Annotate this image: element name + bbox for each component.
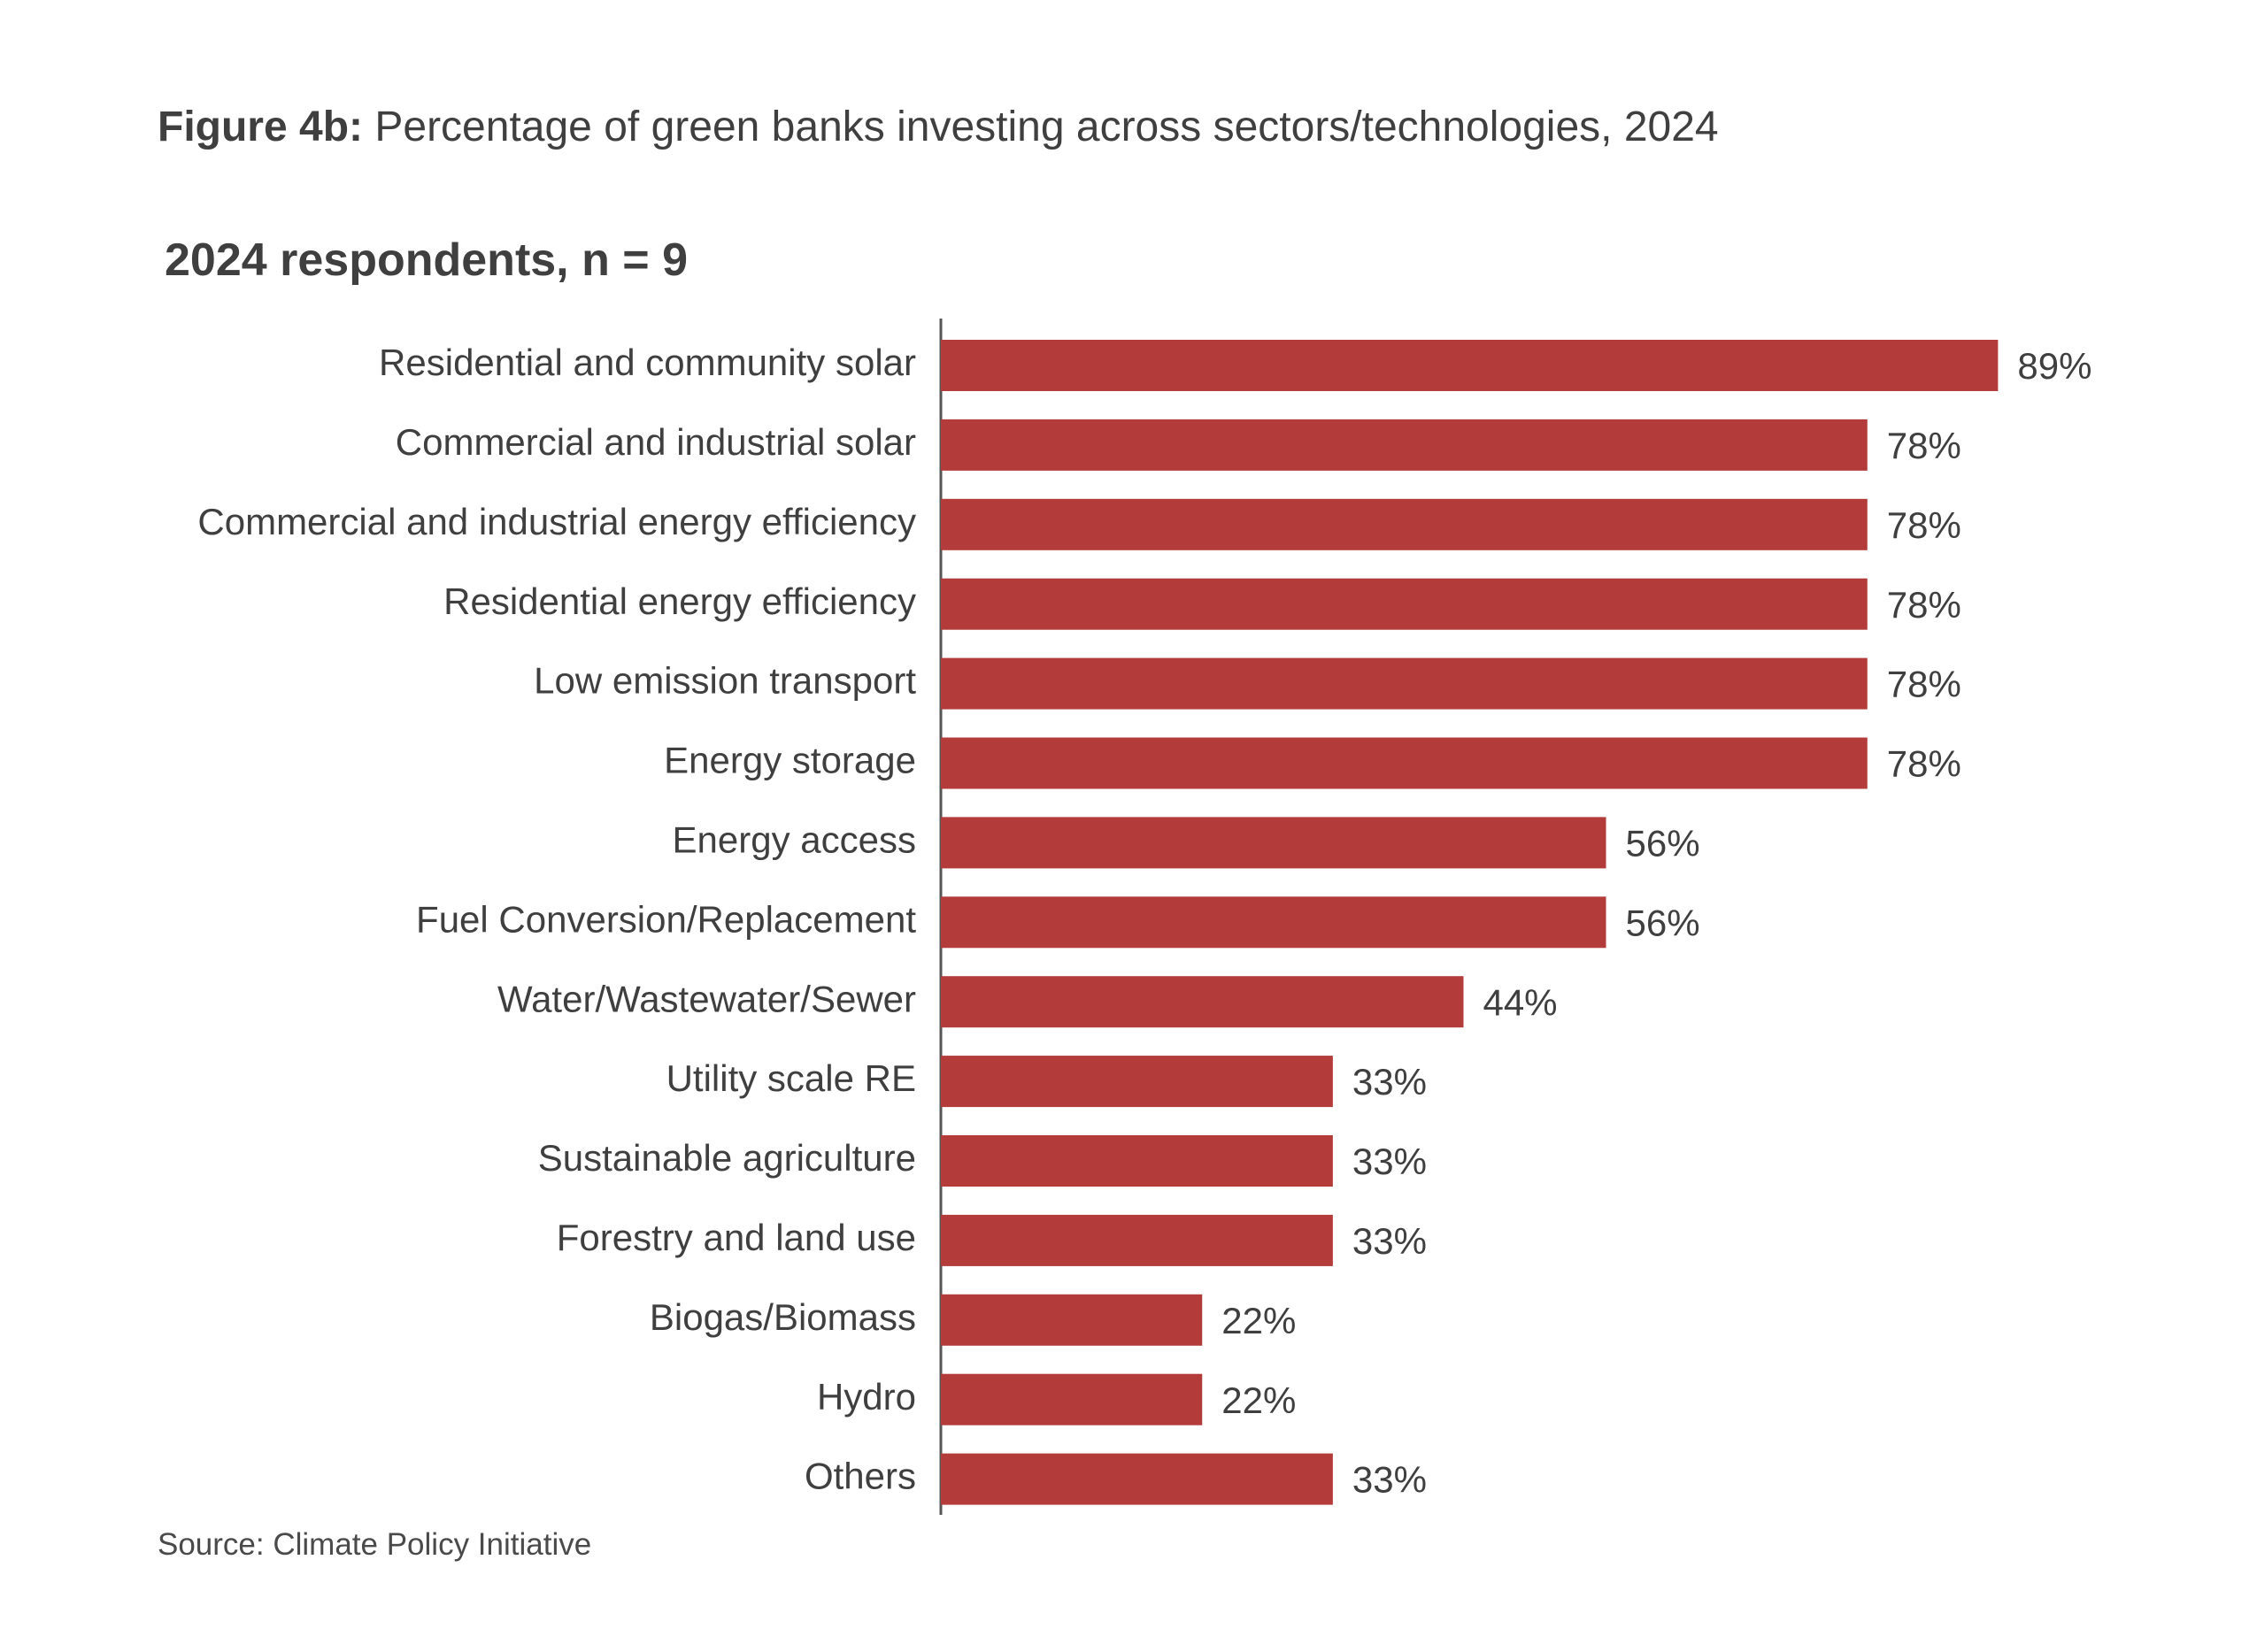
bar [941,1056,1333,1108]
data-label: 78% [1887,664,1961,705]
bar [941,976,1464,1028]
bar [941,1294,1203,1346]
category-label: Forestry and land use [557,1217,916,1258]
bar [941,657,1868,710]
category-label: Others [805,1456,916,1497]
category-label: Water/Wastewater/Sewer [497,978,916,1019]
bar [941,578,1868,630]
bar [941,737,1868,789]
data-label: 22% [1221,1379,1296,1421]
category-label: Low emission transport [534,660,916,702]
data-label: 56% [1626,902,1700,943]
category-label: Fuel Conversion/Replacement [416,898,916,940]
data-label: 78% [1887,743,1961,785]
chart-subtitle: 2024 respondents, n = 9 [165,234,689,286]
bar [941,896,1606,949]
category-label: Hydro [817,1376,916,1418]
category-label: Commercial and industrial solar [396,421,916,463]
category-label: Biogas/Biomass [650,1296,916,1338]
bar [941,817,1606,869]
bar [941,340,1999,391]
data-label: 56% [1626,822,1700,864]
data-label: 33% [1352,1220,1427,1262]
bar [941,1135,1333,1187]
data-label: 78% [1887,584,1961,626]
category-label: Commercial and industrial energy efficie… [197,501,916,542]
category-label: Energy storage [664,740,916,781]
data-label: 33% [1352,1141,1427,1182]
data-label: 44% [1483,981,1557,1023]
data-label: 89% [2017,345,2091,387]
bar [941,1214,1333,1266]
bar [941,498,1868,550]
bar [941,419,1868,471]
figure-label: Figure 4b: [158,104,364,150]
source-note: Source: Climate Policy Initiative [158,1527,592,1562]
data-label: 78% [1887,425,1961,466]
category-label: Sustainable agriculture [538,1137,916,1179]
data-label: 22% [1221,1300,1296,1341]
category-label: Residential energy efficiency [443,580,916,622]
category-label: Residential and community solar [379,342,916,383]
bar [941,1373,1203,1425]
category-label: Energy access [673,818,916,860]
data-label: 33% [1352,1459,1427,1501]
category-label: Utility scale RE [666,1057,916,1099]
figure-caption: Percentage of green banks investing acro… [374,104,1719,150]
data-label: 78% [1887,504,1961,546]
data-label: 33% [1352,1061,1427,1103]
bar [941,1453,1333,1505]
figure-title: Figure 4b: Percentage of green banks inv… [158,103,1719,151]
